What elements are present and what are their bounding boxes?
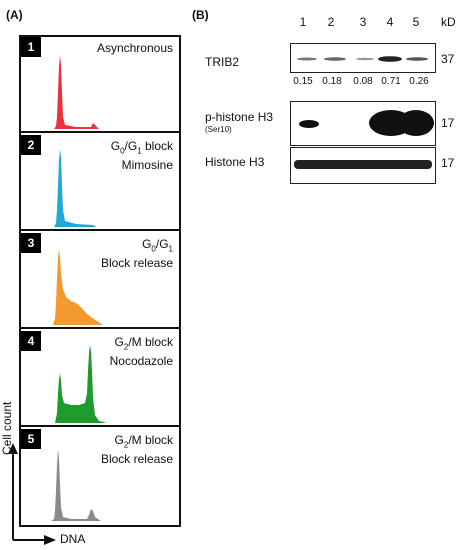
band <box>406 57 428 61</box>
histogram-3 <box>39 249 103 325</box>
panel-number-badge: 4 <box>21 331 41 351</box>
histogram-fill <box>51 449 101 521</box>
caption-line-1: G2/M block <box>114 433 173 450</box>
facs-panel-2: 2 G0/G1 block Mimosine <box>21 135 179 231</box>
panel-a-label: (A) <box>6 8 23 22</box>
histogram-fill <box>39 149 97 227</box>
caption-line-1: G0/G1 block <box>110 139 173 156</box>
blot-label-trib2: TRIB2 <box>205 55 240 69</box>
blot-histone-h3 <box>290 147 436 184</box>
x-axis-label: DNA <box>60 532 86 546</box>
panel-number-badge: 3 <box>21 233 41 253</box>
blot-sublabel-ser10: (Ser10) <box>205 125 232 134</box>
facs-panel-caption: G0/G1 block Mimosine <box>111 139 173 173</box>
facs-panel-caption: G0/G1 Block release <box>101 237 173 271</box>
lane-number: 4 <box>386 15 394 29</box>
lane-number: 5 <box>412 15 420 29</box>
panel-number-badge: 5 <box>21 429 41 449</box>
band <box>378 56 402 62</box>
histone-bands <box>294 160 432 169</box>
panel-number-badge: 2 <box>21 135 41 155</box>
quant-value: 0.15 <box>293 76 313 87</box>
blot-label-histone: Histone H3 <box>205 155 265 169</box>
flow-cytometry-frame: 1 Asynchronous 2 G0/G1 block Mimosine 3 … <box>19 35 181 527</box>
lane-number: 3 <box>359 15 367 29</box>
caption-line-1: G2/M block <box>114 335 173 352</box>
x-arrow-head-icon <box>44 535 56 545</box>
quant-value: 0.71 <box>381 76 401 87</box>
band <box>356 57 374 61</box>
y-arrow-head-icon <box>8 443 18 454</box>
histogram-1 <box>39 55 99 129</box>
facs-panel-3: 3 G0/G1 Block release <box>21 233 179 329</box>
caption-line-1: G0/G1 <box>142 237 173 254</box>
facs-panel-5: 5 G2/M block Block release <box>21 429 179 525</box>
lane-number: 1 <box>299 15 307 29</box>
phistone-bands <box>299 110 434 136</box>
facs-panel-4: 4 G2/M block Nocodazole <box>21 331 179 427</box>
band <box>297 57 317 61</box>
quant-value: 0.26 <box>409 76 429 87</box>
band <box>398 110 434 136</box>
kd-value: 17 <box>441 116 455 130</box>
caption-line-1: Asynchronous <box>96 41 173 55</box>
kd-value: 37 <box>441 52 455 66</box>
quant-value: 0.08 <box>353 76 373 87</box>
facs-panel-caption: Asynchronous <box>97 41 173 56</box>
histogram-fill <box>39 249 103 325</box>
facs-panel-1: 1 Asynchronous <box>21 37 179 133</box>
y-axis-label: Cell count <box>0 401 14 455</box>
caption-line-2: Nocodazole <box>109 354 173 369</box>
blot-label-phistone: p-histone H3 <box>205 110 274 124</box>
band <box>294 160 432 169</box>
caption-line-2: Mimosine <box>121 158 173 173</box>
blot-phistone-h3 <box>290 101 436 146</box>
band <box>324 57 346 61</box>
trib2-bands <box>297 56 428 62</box>
blot-trib2 <box>290 43 436 73</box>
histogram-fill <box>39 55 99 129</box>
caption-line-2: Block release <box>100 256 173 271</box>
quant-value: 0.18 <box>322 76 342 87</box>
histogram-fill <box>43 345 107 423</box>
histogram-5 <box>51 449 101 521</box>
histogram-4 <box>43 345 107 423</box>
histogram-2 <box>39 149 97 227</box>
facs-panel-caption: G2/M block Block release <box>101 433 173 467</box>
kd-value: 17 <box>441 156 455 170</box>
kd-header: kD <box>441 15 456 29</box>
facs-panel-caption: G2/M block Nocodazole <box>110 335 173 369</box>
panel-number-badge: 1 <box>21 37 41 57</box>
caption-line-2: Block release <box>100 452 173 467</box>
lane-number: 2 <box>327 15 335 29</box>
band <box>299 120 319 128</box>
axes-arrows <box>8 443 56 545</box>
panel-b-label: (B) <box>192 8 209 22</box>
